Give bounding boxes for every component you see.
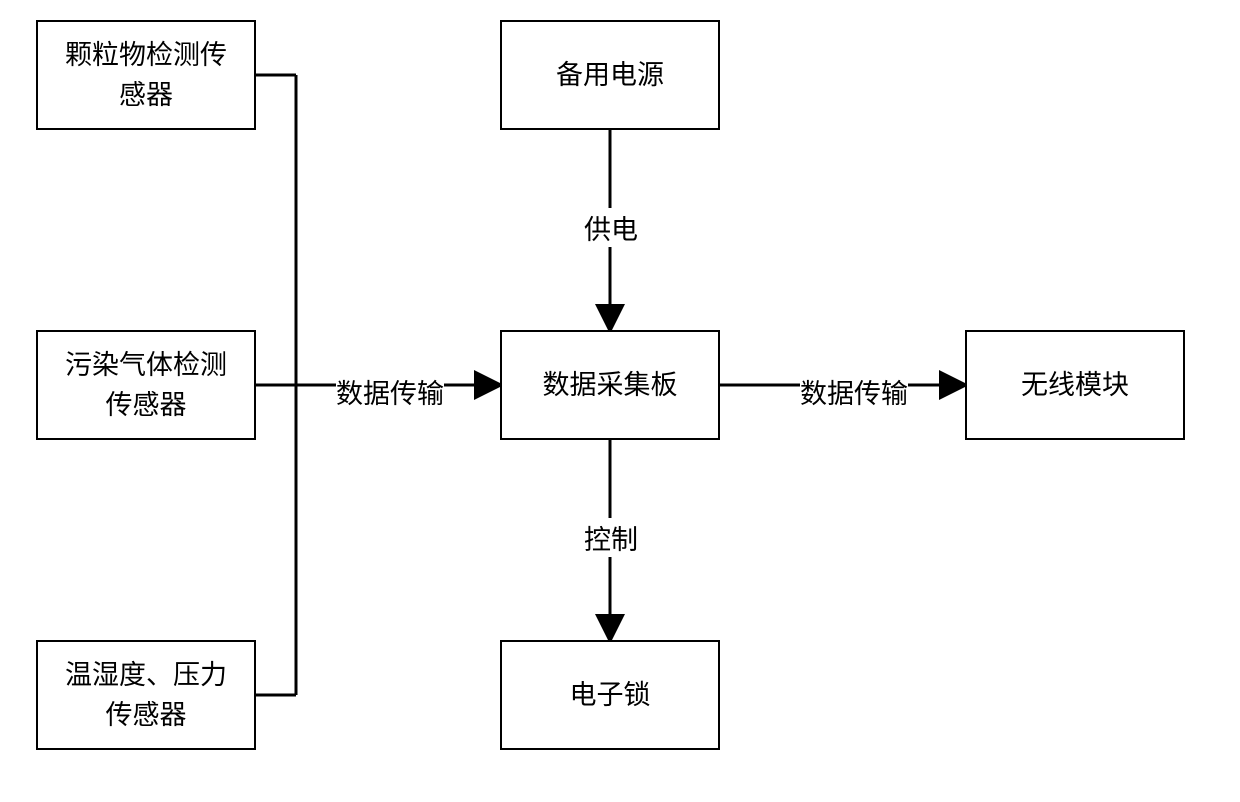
edge-label-text: 数据传输 (336, 379, 444, 409)
node-gas-sensor: 污染气体检测传感器 (36, 330, 256, 440)
node-label: 温湿度、压力传感器 (65, 655, 227, 736)
edge-label-text: 数据传输 (800, 379, 908, 409)
node-label: 颗粒物检测传感器 (65, 35, 227, 116)
node-label: 备用电源 (556, 55, 664, 96)
node-electronic-lock: 电子锁 (500, 640, 720, 750)
node-wireless-module: 无线模块 (965, 330, 1185, 440)
node-label: 电子锁 (570, 675, 651, 716)
flowchart-diagram: 颗粒物检测传感器 污染气体检测传感器 温湿度、压力传感器 备用电源 数据采集板 … (0, 0, 1240, 802)
edge-label-power-to-acquisition: 供电 (584, 208, 638, 247)
node-temp-humidity-pressure-sensor: 温湿度、压力传感器 (36, 640, 256, 750)
node-label: 数据采集板 (543, 365, 678, 406)
node-backup-power: 备用电源 (500, 20, 720, 130)
edge-label-text: 供电 (584, 215, 638, 245)
edge-label-acquisition-to-lock: 控制 (584, 518, 638, 557)
node-data-acquisition-board: 数据采集板 (500, 330, 720, 440)
node-particulate-sensor: 颗粒物检测传感器 (36, 20, 256, 130)
edge-label-sensors-to-acquisition: 数据传输 (336, 372, 444, 411)
node-label: 污染气体检测传感器 (65, 345, 227, 426)
edge-label-text: 控制 (584, 525, 638, 555)
edge-label-acquisition-to-wireless: 数据传输 (800, 372, 908, 411)
node-label: 无线模块 (1021, 365, 1129, 406)
